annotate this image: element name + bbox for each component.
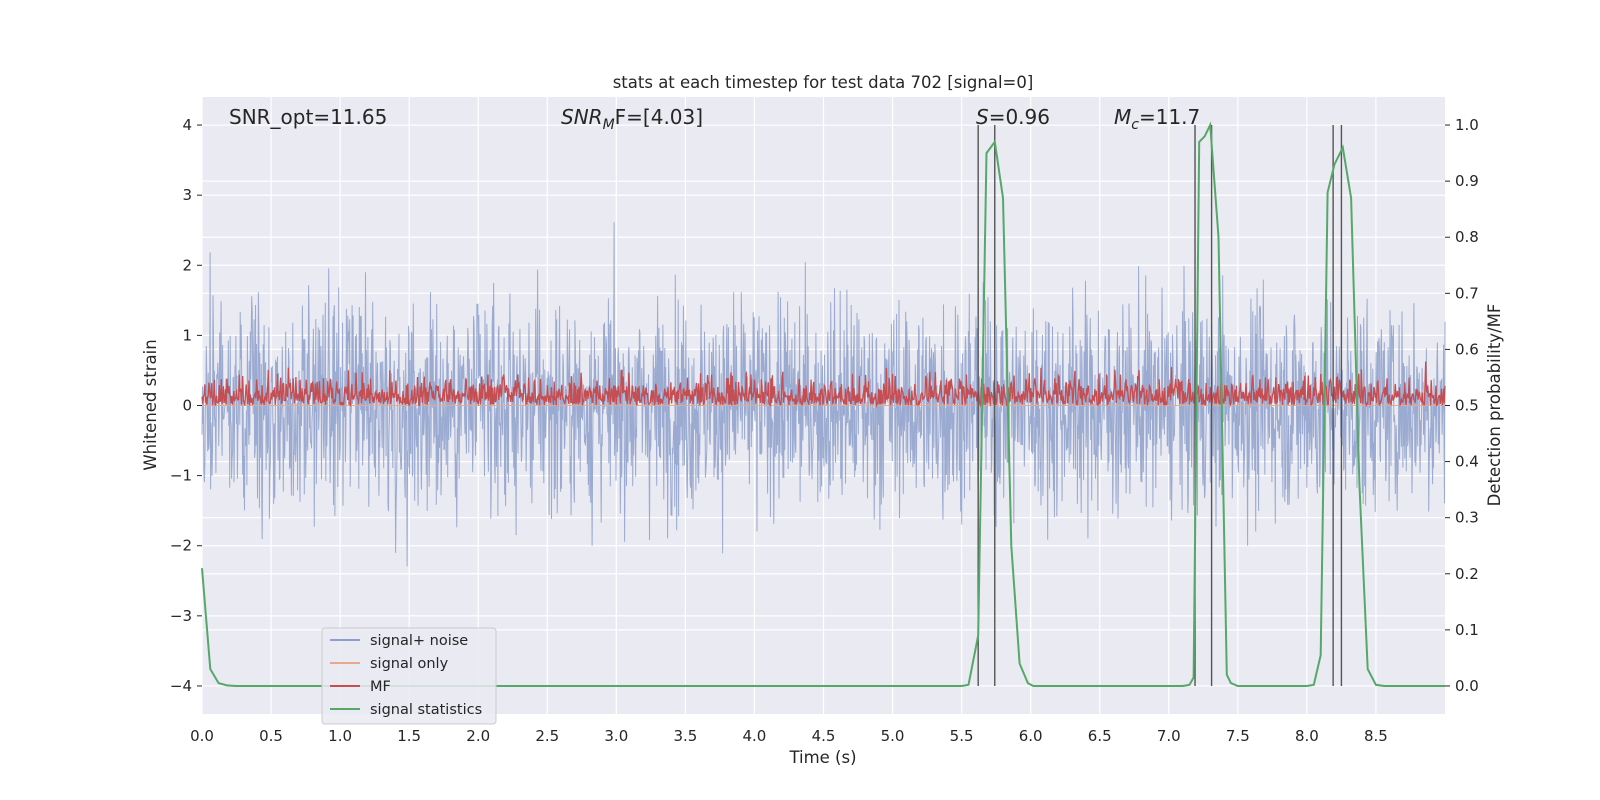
mc-subscript: c bbox=[1131, 117, 1139, 133]
x-tick-label: 4.5 bbox=[812, 727, 836, 745]
left-tick-label: 1 bbox=[182, 326, 192, 344]
right-tick-label: 1.0 bbox=[1455, 116, 1479, 134]
right-axis-label: Detection probability/MF bbox=[1485, 304, 1504, 507]
x-tick-label: 7.5 bbox=[1226, 727, 1250, 745]
x-tick-label: 1.0 bbox=[328, 727, 352, 745]
right-tick-label: 0.2 bbox=[1455, 565, 1479, 583]
right-tick-label: 0.6 bbox=[1455, 340, 1479, 358]
x-tick-label: 0.0 bbox=[190, 727, 214, 745]
left-tick-label: 4 bbox=[182, 116, 192, 134]
right-tick-label: 0.4 bbox=[1455, 453, 1479, 471]
x-tick-label: 6.0 bbox=[1019, 727, 1043, 745]
left-tick-label: −1 bbox=[170, 467, 192, 485]
x-axis-ticks: 0.0 0.5 1.0 1.5 2.0 2.5 3.0 3.5 4.0 4.5 5.0 5.5 6.0 6… bbox=[190, 727, 1388, 745]
signal-noise-line bbox=[201, 222, 1446, 567]
left-tick-label: −4 bbox=[170, 677, 192, 695]
x-tick-label: 6.5 bbox=[1088, 727, 1112, 745]
s-annotation: S=0.96 bbox=[976, 105, 1050, 129]
x-tick-label: 2.0 bbox=[466, 727, 490, 745]
right-tick-label: 0.1 bbox=[1455, 621, 1479, 639]
snr-mf-symbol: SNR bbox=[561, 105, 603, 129]
x-tick-label: 0.5 bbox=[259, 727, 283, 745]
x-tick-label: 4.0 bbox=[743, 727, 767, 745]
signal-statistics-series bbox=[201, 121, 1445, 687]
s-value: =0.96 bbox=[989, 105, 1050, 129]
left-tick-label: 0 bbox=[182, 397, 192, 415]
x-tick-label: 8.5 bbox=[1364, 727, 1388, 745]
mf-series bbox=[201, 361, 1446, 408]
s-symbol: S bbox=[976, 105, 989, 129]
x-tick-label: 7.0 bbox=[1157, 727, 1181, 745]
left-tick-label: −3 bbox=[170, 607, 192, 625]
legend-label-signal-noise: signal+ noise bbox=[370, 633, 468, 649]
left-tick-label: 2 bbox=[182, 256, 192, 274]
right-tick-label: 0.3 bbox=[1455, 509, 1479, 527]
x-tick-label: 5.0 bbox=[881, 727, 905, 745]
legend-label-signal-statistics: signal statistics bbox=[370, 702, 482, 718]
left-axis-ticks: −4 −3 −2 −1 0 1 2 3 4 bbox=[170, 116, 202, 695]
snr-mf-value: F=[4.03] bbox=[615, 105, 703, 129]
x-tick-label: 2.5 bbox=[535, 727, 559, 745]
signal-statistics-line bbox=[201, 121, 1445, 687]
x-tick-label: 3.5 bbox=[673, 727, 697, 745]
mc-symbol: M bbox=[1114, 105, 1131, 129]
x-tick-label: 1.5 bbox=[397, 727, 421, 745]
legend-label-mf: MF bbox=[370, 679, 391, 695]
x-tick-label: 8.0 bbox=[1295, 727, 1319, 745]
legend-box bbox=[321, 627, 497, 725]
x-axis-label: Time (s) bbox=[788, 748, 856, 767]
left-tick-label: −2 bbox=[170, 537, 192, 555]
snr-mf-annotation: SNRMF=[4.03] bbox=[561, 105, 703, 133]
mc-value: =11.7 bbox=[1139, 105, 1200, 129]
mf-line bbox=[201, 361, 1446, 408]
x-tick-label: 5.5 bbox=[950, 727, 974, 745]
right-tick-label: 0.8 bbox=[1455, 228, 1479, 246]
right-tick-label: 0.0 bbox=[1455, 677, 1479, 695]
right-tick-label: 0.7 bbox=[1455, 284, 1479, 302]
legend: signal+ noise signal only MF signal stat… bbox=[321, 627, 497, 725]
snr-opt-annotation: SNR_opt=11.65 bbox=[229, 105, 387, 129]
left-tick-label: 3 bbox=[182, 186, 192, 204]
legend-label-signal-only: signal only bbox=[370, 656, 449, 672]
right-tick-label: 0.5 bbox=[1455, 397, 1479, 415]
chart-title: stats at each timestep for test data 702… bbox=[613, 73, 1034, 92]
left-axis-label: Whitened strain bbox=[141, 339, 160, 470]
snr-mf-subscript: M bbox=[603, 117, 615, 133]
x-tick-label: 3.0 bbox=[604, 727, 628, 745]
mc-annotation: Mc=11.7 bbox=[1114, 105, 1200, 133]
right-axis-ticks: 0.0 0.1 0.2 0.3 0.4 0.5 0.6 0.7 0.8 0.9 1.0 bbox=[1445, 116, 1479, 695]
right-tick-label: 0.9 bbox=[1455, 172, 1479, 190]
